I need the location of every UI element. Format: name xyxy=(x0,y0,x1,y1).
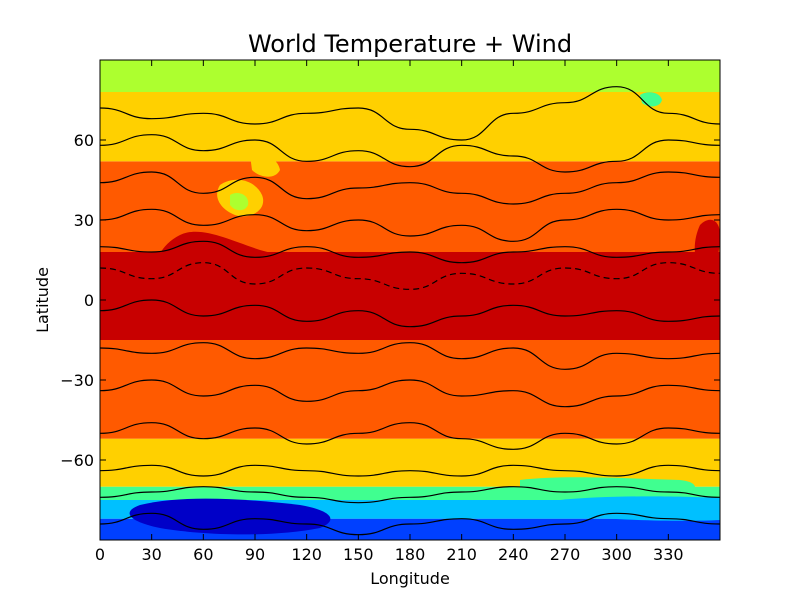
y-tick-label: 0 xyxy=(84,291,94,310)
plot-area xyxy=(100,60,720,540)
y-tick-label: −30 xyxy=(60,371,94,390)
wind-contour-6 xyxy=(100,299,720,328)
temperature-region-8 xyxy=(129,498,331,535)
wind-contour-10 xyxy=(100,464,720,477)
x-tick-label: 300 xyxy=(601,545,632,564)
wind-contour-3 xyxy=(100,208,720,242)
wind-contour-1 xyxy=(100,134,720,173)
wind-contour-4 xyxy=(100,240,720,264)
chart-title: World Temperature + Wind xyxy=(248,30,572,58)
wind-contour-layer xyxy=(100,86,720,536)
temperature-band-4 xyxy=(100,340,720,439)
x-tick-label: 330 xyxy=(653,545,684,564)
x-axis-label: Longitude xyxy=(370,569,450,588)
x-tick-label: 120 xyxy=(291,545,322,564)
y-tick-label: 60 xyxy=(74,131,94,150)
wind-contour-2 xyxy=(100,171,720,205)
wind-contour-8 xyxy=(100,379,720,408)
temperature-region-5 xyxy=(105,289,124,309)
temperature-region-0 xyxy=(156,231,391,307)
x-axis-ticks: 0 30 60 90 120 150 180 210 240 270 300 330 xyxy=(95,60,684,564)
x-tick-label: 60 xyxy=(193,545,213,564)
temperature-region-7 xyxy=(587,284,619,324)
wind-contour-12 xyxy=(100,512,720,536)
wind-contour-0 xyxy=(100,86,720,141)
wind-contour-9 xyxy=(100,422,720,450)
temperature-region-6 xyxy=(694,219,720,271)
temperature-region-10 xyxy=(560,496,720,521)
wind-contour-7 xyxy=(100,342,720,370)
x-tick-label: 150 xyxy=(343,545,374,564)
x-tick-label: 90 xyxy=(245,545,265,564)
x-tick-label: 270 xyxy=(550,545,581,564)
temperature-region-3 xyxy=(250,153,280,177)
x-tick-label: 210 xyxy=(446,545,477,564)
wind-contour-5 xyxy=(100,262,720,290)
y-tick-label: 30 xyxy=(74,211,94,230)
y-axis-label: Latitude xyxy=(33,267,52,333)
x-tick-label: 180 xyxy=(395,545,426,564)
y-axis-ticks: 60 30 0 −30 −60 xyxy=(60,131,720,470)
x-tick-label: 30 xyxy=(141,545,161,564)
x-tick-label: 0 xyxy=(95,545,105,564)
wind-contour-11 xyxy=(100,486,720,504)
temperature-band-7 xyxy=(100,92,720,162)
x-tick-label: 240 xyxy=(498,545,529,564)
y-tick-label: −60 xyxy=(60,451,94,470)
temperature-region-2 xyxy=(230,193,249,211)
